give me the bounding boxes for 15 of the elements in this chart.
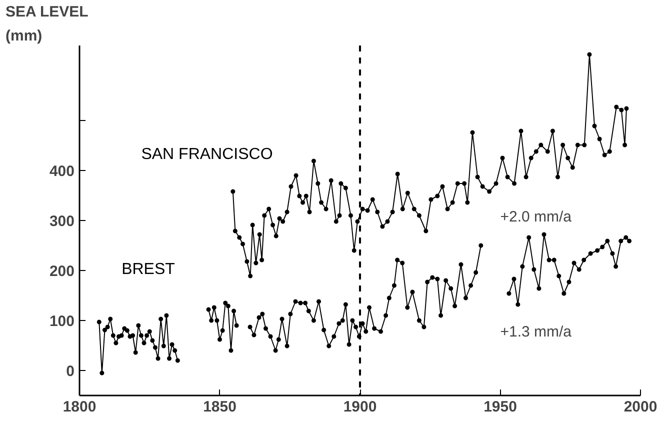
y-axis-title: SEA LEVEL (mm) bbox=[6, 4, 88, 44]
y-tick-label: 300 bbox=[49, 213, 75, 230]
y-tick-label: 100 bbox=[49, 313, 75, 330]
x-tick-label: 1950 bbox=[484, 398, 517, 416]
x-tick-label: 1850 bbox=[203, 398, 236, 416]
x-tick-label: 1800 bbox=[62, 398, 96, 416]
x-tick-label: 2000 bbox=[624, 398, 658, 416]
text: BREST bbox=[122, 261, 176, 278]
x-tick-label: 1900 bbox=[343, 398, 377, 416]
y-tick-label: 200 bbox=[49, 263, 75, 280]
series-label: SAN FRANCISCO bbox=[141, 146, 273, 163]
annotation: +1.3 mm/a bbox=[500, 324, 572, 340]
annotation: +2.0 mm/a bbox=[500, 208, 572, 226]
y-tick-label: 0 bbox=[66, 363, 74, 380]
y-tick-label: 400 bbox=[49, 163, 75, 180]
